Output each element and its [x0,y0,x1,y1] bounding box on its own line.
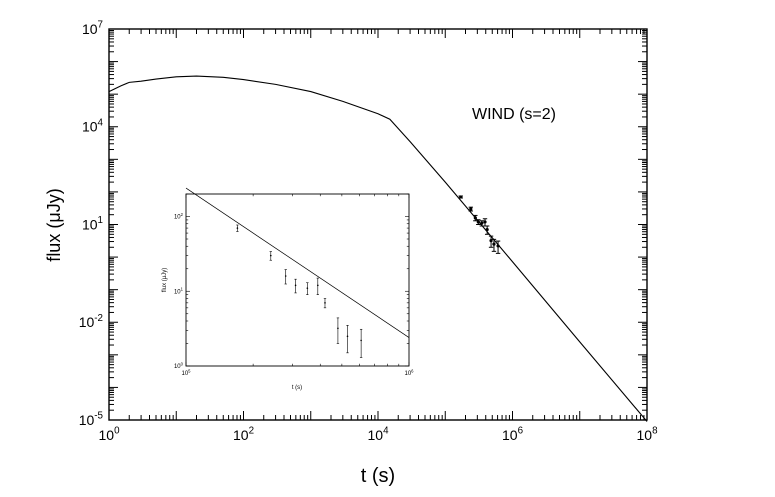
y-tick-label: 101 [82,215,103,232]
y-tick-label: 101 [174,287,184,296]
marker [236,227,239,229]
data-point [294,278,297,294]
data-point [236,224,239,232]
y-tick-label: 10-2 [79,313,103,330]
marker [346,335,349,338]
data-point [269,251,272,261]
inset-y-axis-label: flux (μJy) [162,268,168,292]
main-observation-points [458,195,501,254]
marker [492,242,496,246]
marker [459,195,463,199]
marker [485,227,489,232]
marker [360,339,362,342]
x-tick-label: 102 [233,426,254,443]
inset-ticks [185,193,410,367]
marker [473,216,477,220]
marker [324,302,326,304]
data-point [346,325,349,354]
inset-x-axis-label: t (s) [292,385,302,391]
main-y-tick-labels: 10-5 10-2 101 104 107 [79,20,104,428]
y-tick-label: 100 [174,361,184,370]
marker [306,287,309,289]
data-point [495,240,501,254]
inset-model-curve [185,187,410,338]
data-point [476,219,481,225]
inset-chart: 105 106 100 101 102 t (s) flux (μJy) [162,187,414,391]
y-tick-label: 10-5 [79,411,104,428]
data-point [284,269,287,285]
data-point [473,214,478,222]
data-point [482,218,488,227]
main-model-curve [108,75,648,422]
marker [317,284,319,287]
marker [476,220,480,224]
data-point [323,298,327,309]
data-point [491,238,497,252]
x-tick-label: 104 [367,426,389,443]
x-tick-label: 106 [502,426,524,443]
marker [480,221,484,225]
data-point [306,282,309,295]
inset-x-tick-labels: 105 106 [181,368,414,377]
inset-plot-frame [185,193,410,367]
x-axis-label: t (s) [361,465,395,487]
data-point [484,225,490,235]
inset-y-tick-labels: 100 101 102 [174,212,184,370]
data-point [336,317,340,344]
inset-observation-points [236,224,363,358]
data-point [479,220,485,227]
marker [496,244,500,248]
data-point [316,277,320,295]
marker [469,207,473,211]
marker [284,275,287,277]
x-tick-label: 100 [98,426,120,443]
model-annotation: WIND (s=2) [472,106,556,123]
x-tick-label: 108 [636,426,658,443]
y-axis-label: flux (μJy) [44,188,64,261]
main-chart: 100 102 104 106 108 10-5 10-2 101 104 107 WIND (… [44,20,658,487]
inset-background [186,194,409,366]
x-tick-label: 105 [181,368,191,377]
marker [294,284,297,287]
data-point [468,206,474,212]
marker [337,327,339,330]
main-x-tick-labels: 100 102 104 106 108 [98,426,658,443]
data-point [359,328,363,358]
marker [483,220,487,224]
x-tick-label: 106 [404,368,414,377]
data-point [458,195,463,199]
y-tick-label: 107 [82,20,103,37]
y-tick-label: 104 [82,117,104,134]
marker [269,254,272,257]
y-tick-label: 102 [174,212,184,221]
